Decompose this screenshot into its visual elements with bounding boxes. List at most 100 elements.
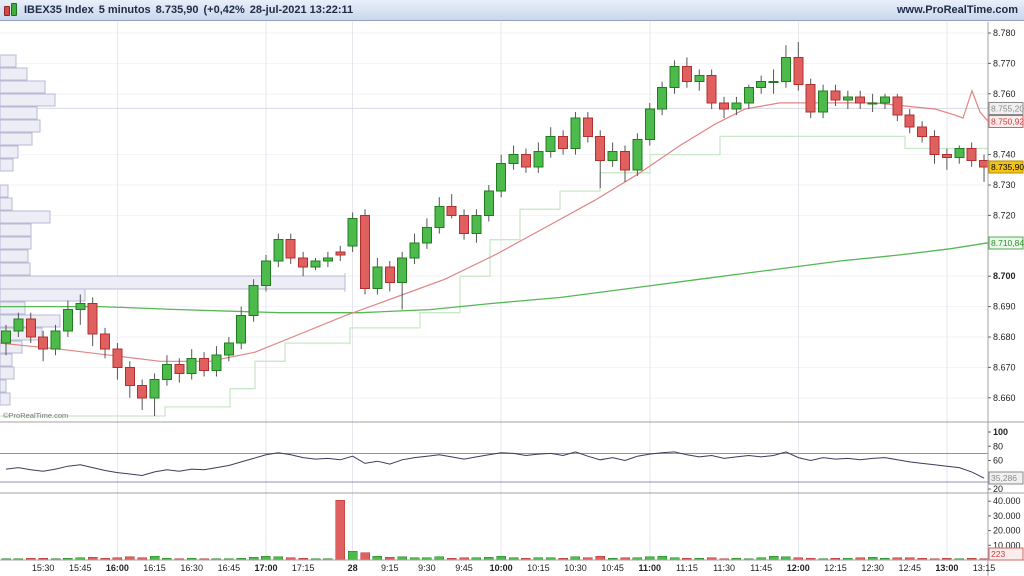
candle-body <box>186 357 197 374</box>
candle-body <box>112 348 123 368</box>
candle-body <box>38 336 49 350</box>
candle-body <box>87 303 98 335</box>
candle-body <box>558 135 569 150</box>
candle-body <box>768 81 779 84</box>
candle-body <box>75 303 86 311</box>
time-axis-label: 10:30 <box>564 563 587 573</box>
volume-bar <box>372 555 383 561</box>
candle-body <box>124 366 135 387</box>
time-axis-label: 11:30 <box>713 563 735 573</box>
candle-body <box>533 151 544 168</box>
candle-body <box>582 117 593 137</box>
price-axis-label: 8.660 <box>993 393 1016 403</box>
time-axis-label: 16:30 <box>180 563 203 573</box>
price-axis-label: 8.770 <box>993 58 1016 68</box>
candle-body <box>496 163 507 192</box>
candle-body <box>13 318 24 332</box>
price-chart-canvas[interactable]: 8.780 8.770 8.760 8.740 8.730 8.720 8.700 8.690… <box>0 22 1024 576</box>
volume-bar <box>657 555 667 561</box>
volume-axis-label: 20.000 <box>993 526 1021 536</box>
volume-bar <box>768 555 779 561</box>
candle-body <box>904 114 915 128</box>
time-axis-label: 15:30 <box>32 563 55 573</box>
candle-body <box>805 84 816 113</box>
price-axis-label: 8.720 <box>993 210 1016 220</box>
candle-body <box>360 214 371 289</box>
indicator-axis-label: 20 <box>993 484 1003 494</box>
candle-body <box>50 330 61 350</box>
candle-body <box>174 363 185 374</box>
candle-body <box>731 102 742 110</box>
time-axis-label: 9:30 <box>418 563 436 573</box>
candle-body <box>248 284 259 317</box>
change-percent: (+0,42% <box>203 4 245 16</box>
candle-body <box>149 379 160 399</box>
price-axis-label: 8.740 <box>993 150 1016 160</box>
candle-body <box>372 266 383 289</box>
candle-body <box>917 126 928 137</box>
candle-body <box>211 354 222 371</box>
candle-body <box>570 117 581 150</box>
candle-body <box>137 385 148 399</box>
chart-header: IBEX35 Index 5 minutos 8.735,90 (+0,42% … <box>0 0 1024 21</box>
indicator-axis-label: 60 <box>993 456 1003 466</box>
prorealtime-watermark: www.ProRealTime.com <box>896 4 1018 16</box>
volume-value-label: 223 <box>991 549 1005 559</box>
candle-body <box>855 96 866 104</box>
candle-body <box>818 90 829 113</box>
candle-body <box>446 205 457 216</box>
candle-body <box>892 96 903 116</box>
chart-area[interactable]: 8.780 8.770 8.760 8.740 8.730 8.720 8.700 8.690… <box>0 22 1024 576</box>
instrument-icon <box>4 3 18 16</box>
indicator-line <box>5 451 985 479</box>
candle-body <box>260 260 271 286</box>
volume-axis-label: 40.000 <box>993 496 1021 506</box>
candle-body <box>1 330 11 344</box>
instrument-name: IBEX35 Index <box>24 4 94 16</box>
price-axis-label: 8.690 <box>993 302 1016 312</box>
volume-bar <box>360 552 370 561</box>
time-axis-label: 10:45 <box>601 563 624 573</box>
volume-axis-label: 10.000 <box>993 540 1021 550</box>
price-axis-label: 8.680 <box>993 332 1016 342</box>
candle-body <box>979 160 990 168</box>
last-price: 8.735,90 <box>155 4 199 16</box>
candle-body <box>941 154 952 159</box>
candle-body <box>620 151 630 171</box>
candle-body <box>644 108 655 140</box>
candle-body <box>929 135 940 156</box>
candle-body <box>100 333 111 350</box>
candle-body <box>607 151 618 162</box>
time-axis-label: 12:30 <box>861 563 884 573</box>
candle-body <box>161 363 172 381</box>
candle-body <box>632 138 643 171</box>
indicator-value-label: 35,286 <box>991 473 1017 483</box>
candle-body <box>681 65 692 83</box>
candle-body <box>434 205 445 229</box>
candle-body <box>966 148 977 162</box>
candle-body <box>322 257 333 262</box>
candle-body <box>867 102 878 105</box>
time-axis-label: 28 <box>348 563 358 573</box>
candle-body <box>793 56 804 86</box>
time-axis-label: 12:15 <box>824 563 847 573</box>
time-axis-label: 17:15 <box>292 563 315 573</box>
candle-body <box>830 90 841 101</box>
candle-body <box>520 154 531 168</box>
volume-bar <box>397 556 407 561</box>
candle-body <box>694 75 705 83</box>
time-axis-label: 10:00 <box>490 563 513 573</box>
candle-body <box>743 87 754 104</box>
candle-body <box>459 214 470 235</box>
candle-body <box>285 239 296 259</box>
time-axis-label: 13:15 <box>973 563 996 573</box>
candle-body <box>199 357 210 371</box>
candle-body <box>483 190 494 216</box>
step-support-line <box>0 135 988 417</box>
candle-body <box>223 342 234 356</box>
price-axis-label: 8.730 <box>993 180 1016 190</box>
price-axis-label: 8.700 <box>993 271 1016 281</box>
